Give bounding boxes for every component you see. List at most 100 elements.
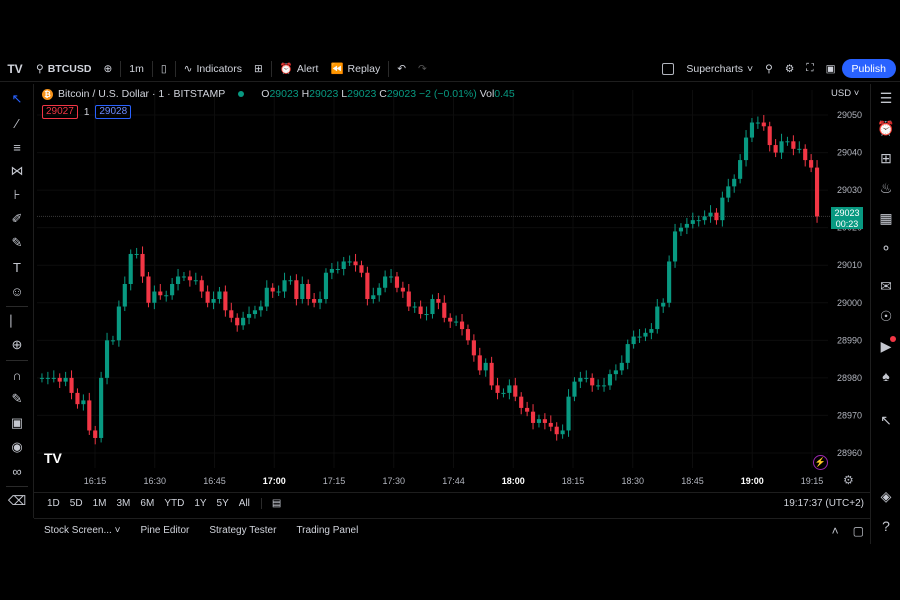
eye-icon[interactable]: ◉ [11,439,23,454]
help-icon[interactable]: ? [882,518,890,534]
candle-body [672,231,678,262]
candle-body [471,340,476,356]
goto-date-calendar-icon[interactable]: ▤ [260,498,286,509]
forecast-tool-icon[interactable]: ⊦ [13,187,21,202]
link-icon[interactable]: ∞ [12,463,22,479]
candle-body [394,276,400,288]
clock-timezone[interactable]: 19:17:37 (UTC+2) [783,498,864,509]
candle-body [205,291,210,303]
templates-button[interactable]: ⊞ [248,58,269,80]
range-1d-button[interactable]: 1D [47,498,60,509]
price-tick-label: 28980 [837,373,862,383]
hotlists-fire-icon[interactable]: ♨ [879,179,893,196]
magnet-icon[interactable]: ∩ [12,367,22,383]
candle-body [495,385,500,393]
range-5y-button[interactable]: 5Y [216,498,229,509]
range-6m-button[interactable]: 6M [140,498,155,509]
tab-stock-screener[interactable]: Stock Screen... ˅ [34,525,130,536]
candle-body [116,306,121,341]
chevron-up-icon[interactable]: ˄ [831,523,839,538]
layers-icon[interactable]: ◈ [880,487,892,504]
candle-body [726,186,731,198]
range-ytd-button[interactable]: YTD [164,498,185,509]
candle-body [714,212,719,221]
chat-icon[interactable]: ✉ [880,277,892,294]
fib-tool-icon[interactable]: ≡ [13,139,21,155]
text-tool-icon[interactable]: T [13,259,21,275]
brush-tool-icon[interactable]: ✎ [11,235,23,250]
chevron-down-icon: ˅ [747,62,754,75]
streams-icon[interactable]: ▶ [876,336,896,356]
tab-trading-panel[interactable]: Trading Panel [296,525,359,536]
ideas-lightbulb-icon[interactable]: ⚬ [880,239,892,256]
symbol-title[interactable]: Bitcoin / U.S. Dollar · 1 · BITSTAMP [58,88,226,100]
alert-button[interactable]: ⏰ Alert [274,58,325,80]
alarm-clock-icon[interactable]: ⏰ [877,119,895,136]
pointer-icon[interactable]: ↖ [880,411,892,428]
candle-body [217,291,222,300]
candles [39,115,820,445]
cursor-tool-icon[interactable]: ↖ [11,91,23,106]
interval-button[interactable]: 1m [123,58,150,80]
symbol-search-button[interactable]: ⚲ BTCUSD [30,58,97,80]
fullscreen-button[interactable]: ⛶ [800,58,819,80]
lock-icon[interactable]: ▣ [10,415,24,430]
publish-button[interactable]: Publish [841,59,896,78]
ruler-tool-icon[interactable]: ⎸ [10,313,24,328]
trend-line-tool-icon[interactable]: ∕ [15,115,19,131]
candle-body [99,377,104,438]
redo-button[interactable]: ↷ [412,58,433,80]
tab-strategy-tester[interactable]: Strategy Tester [209,525,277,536]
range-5d-button[interactable]: 5D [69,498,83,509]
watchlist-icon[interactable]: ☰ [879,89,893,106]
pattern-tool-icon[interactable]: ⋈ [10,163,24,178]
tab-pine-editor[interactable]: Pine Editor [140,525,190,536]
replay-button[interactable]: ⏪ Replay [324,58,386,80]
snapshot-button[interactable]: ▣ [820,58,842,80]
time-axis[interactable]: 16:15 16:30 16:45 17:00 17:15 17:30 17:44 18:00… [84,476,824,486]
date-range-bar: 1D 5D 1M 3M 6M YTD 1Y 5Y All ▤ 19:17:37 … [34,492,870,514]
undo-button[interactable]: ↶ [391,58,412,80]
chart-grid [37,90,830,468]
candle-body [229,310,234,318]
calendar-icon[interactable]: ▦ [879,209,893,226]
open-value: 29023 [269,88,299,100]
emoji-tool-icon[interactable]: ☺ [10,283,24,299]
lightning-icon[interactable]: ⚡ [813,455,828,470]
layout-checkbox-icon [662,62,675,75]
indicators-button[interactable]: ∿ Indicators [178,58,248,80]
candle-body [554,426,559,435]
chart-type-button[interactable]: ▯ [155,58,173,80]
buy-price-button[interactable]: 29028 [95,105,132,119]
range-3m-button[interactable]: 3M [116,498,131,509]
chart-settings-gear-icon[interactable]: ⚙ [843,473,854,487]
candle-body [696,220,701,222]
currency-selector[interactable]: USD ˅ [831,88,859,99]
candle-body [779,141,784,153]
zoom-in-icon[interactable]: ⊕ [11,337,23,352]
range-all-button[interactable]: All [238,498,250,509]
candle-body [803,148,808,161]
layout-button[interactable]: Supercharts ˅ [656,58,759,80]
object-tree-icon[interactable]: ⊞ [880,149,892,166]
tradingview-logo-icon[interactable]: TV [7,61,23,76]
candle-body [625,344,630,363]
candle-body [637,336,642,338]
maximize-panel-icon[interactable]: ▢ [852,523,864,538]
settings-button[interactable]: ⚙ [779,58,800,80]
range-1y-button[interactable]: 1Y [194,498,207,509]
signal-broadcast-icon[interactable]: ☉ [879,307,893,324]
compare-symbol-button[interactable]: ⊕ [97,58,118,80]
geometric-shapes-icon[interactable]: ✐ [11,211,23,226]
lock-drawing-icon[interactable]: ✎ [11,391,23,406]
price-axis[interactable]: 2896028970289802899029000290102902029030… [837,110,862,458]
range-1m-button[interactable]: 1M [92,498,107,509]
candle-body [542,419,547,423]
candle-body [294,280,299,300]
candle-body [140,253,145,277]
notifications-bell-icon[interactable]: ♠ [882,368,890,384]
tradingview-watermark-icon: TV [44,450,62,466]
quick-search-button[interactable]: ⚲ [759,58,779,80]
sell-price-button[interactable]: 29027 [42,105,78,119]
trash-icon[interactable]: ⌫ [7,493,27,508]
